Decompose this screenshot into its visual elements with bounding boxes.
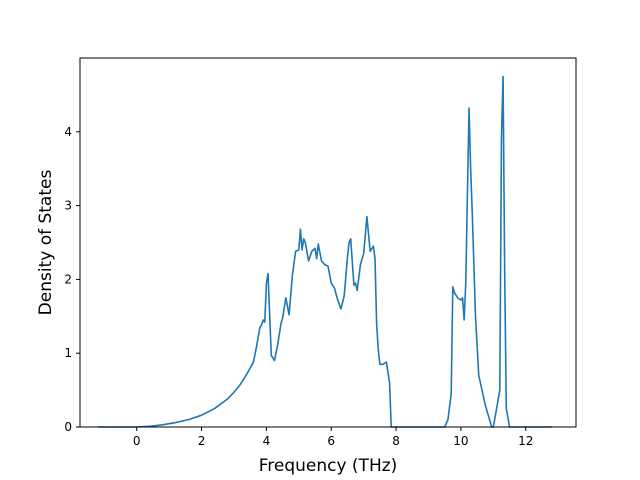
x-tick-label: 4 — [263, 434, 271, 448]
y-axis-label: Density of States — [36, 170, 56, 316]
x-tick-label: 8 — [392, 434, 400, 448]
y-axis-ticks: 0 1 2 3 4 — [64, 125, 80, 434]
y-tick-label: 3 — [64, 199, 72, 213]
x-tick-label: 0 — [133, 434, 141, 448]
plot-area — [79, 57, 577, 428]
x-tick-label: 12 — [518, 434, 533, 448]
x-tick-label: 10 — [453, 434, 468, 448]
x-axis-label: Frequency (THz) — [259, 456, 398, 476]
x-tick-label: 6 — [327, 434, 335, 448]
x-axis-ticks: 0 2 4 6 8 10 12 — [133, 427, 533, 448]
y-tick-label: 1 — [64, 346, 72, 360]
y-tick-label: 2 — [64, 272, 72, 286]
axes-frame — [79, 57, 577, 428]
y-tick-label: 4 — [64, 125, 72, 139]
y-tick-label: 0 — [64, 420, 72, 434]
x-tick-label: 2 — [198, 434, 206, 448]
series-line-dos — [97, 75, 552, 428]
